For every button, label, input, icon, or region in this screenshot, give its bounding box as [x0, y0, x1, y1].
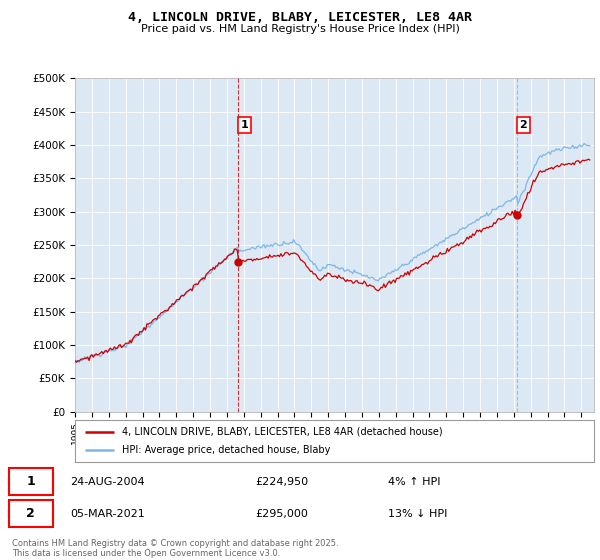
Text: Price paid vs. HM Land Registry's House Price Index (HPI): Price paid vs. HM Land Registry's House …: [140, 24, 460, 34]
Text: 1: 1: [241, 120, 248, 130]
Text: 24-AUG-2004: 24-AUG-2004: [70, 477, 145, 487]
Text: 05-MAR-2021: 05-MAR-2021: [70, 508, 145, 519]
Text: 2: 2: [26, 507, 35, 520]
FancyBboxPatch shape: [9, 500, 53, 528]
Text: 2: 2: [520, 120, 527, 130]
Text: 4, LINCOLN DRIVE, BLABY, LEICESTER, LE8 4AR (detached house): 4, LINCOLN DRIVE, BLABY, LEICESTER, LE8 …: [122, 427, 442, 437]
Text: £295,000: £295,000: [255, 508, 308, 519]
Text: 13% ↓ HPI: 13% ↓ HPI: [388, 508, 448, 519]
Text: £224,950: £224,950: [255, 477, 308, 487]
FancyBboxPatch shape: [9, 468, 53, 496]
Text: 4, LINCOLN DRIVE, BLABY, LEICESTER, LE8 4AR: 4, LINCOLN DRIVE, BLABY, LEICESTER, LE8 …: [128, 11, 472, 24]
Text: 4% ↑ HPI: 4% ↑ HPI: [388, 477, 441, 487]
Text: 1: 1: [26, 475, 35, 488]
Text: HPI: Average price, detached house, Blaby: HPI: Average price, detached house, Blab…: [122, 445, 330, 455]
Text: Contains HM Land Registry data © Crown copyright and database right 2025.
This d: Contains HM Land Registry data © Crown c…: [12, 539, 338, 558]
